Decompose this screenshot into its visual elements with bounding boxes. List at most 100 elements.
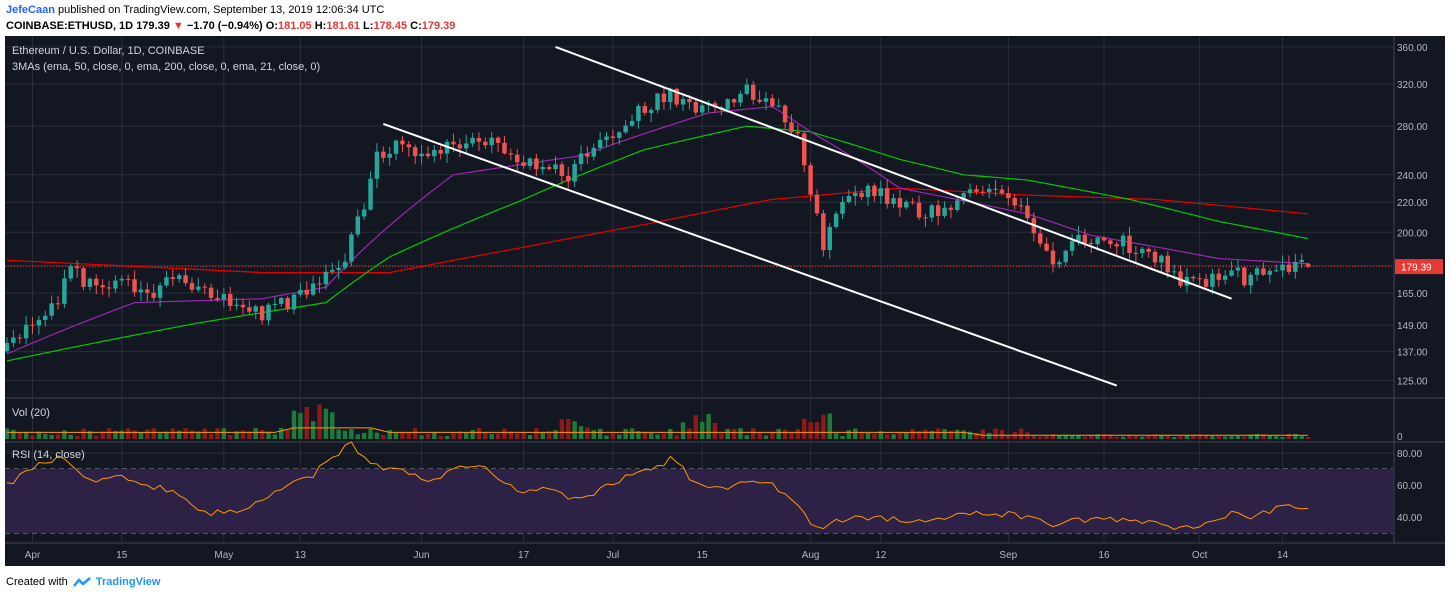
candle-body: [936, 205, 940, 216]
volume-bar: [260, 430, 264, 439]
volume-bar: [426, 434, 430, 439]
publish-line: JefeCaan published on TradingView.com, S…: [6, 4, 384, 16]
candle-body: [1025, 206, 1029, 218]
vol-axis-label: 0: [1397, 432, 1403, 443]
volume-bar: [630, 428, 634, 439]
y-tick-label: 240.00: [1397, 171, 1428, 182]
candle-body: [1012, 198, 1016, 205]
volume-bar: [757, 432, 761, 439]
candle-body: [757, 100, 761, 102]
y-tick-label: 320.00: [1397, 80, 1428, 91]
volume-bar: [674, 436, 678, 439]
volume-bar: [330, 412, 334, 439]
volume-bar: [343, 431, 347, 439]
candle-body: [783, 106, 787, 123]
footer: Created with TradingView: [6, 576, 160, 588]
candle-body: [974, 189, 978, 191]
candle-body: [247, 307, 251, 311]
volume-bar: [745, 435, 749, 439]
candle-body: [1095, 238, 1099, 245]
y-tick-label: 149.00: [1397, 321, 1428, 332]
volume-bar: [158, 433, 162, 439]
candle-body: [687, 99, 691, 102]
rsi-tick-label: 40.00: [1397, 513, 1422, 524]
candle-body: [113, 281, 117, 289]
price-chart[interactable]: Apr 15 May 13 Jun 17 Jul 15 Aug 12 Sep 16 Oct 14 125.0…: [5, 36, 1445, 566]
y-tick-label: 137.00: [1397, 348, 1428, 359]
volume-bar: [400, 432, 404, 439]
candle-body: [260, 306, 264, 320]
candle-body: [898, 198, 902, 207]
volume-bar: [1019, 429, 1023, 439]
candle-body: [407, 144, 411, 147]
candle-body: [1255, 268, 1259, 274]
candle-body: [419, 154, 423, 156]
volume-bar: [1006, 436, 1010, 439]
candle-body: [872, 186, 876, 196]
candle-body: [987, 189, 991, 192]
volume-bar: [719, 434, 723, 439]
symbol-interval: COINBASE:ETHUSD, 1D: [6, 20, 133, 32]
candle-body: [228, 294, 232, 306]
volume-bar: [209, 434, 213, 439]
volume-bar: [438, 436, 442, 439]
mas-title: 3MAs (ema, 50, close, 0, ema, 200, close…: [12, 61, 320, 73]
volume-bar: [687, 428, 691, 439]
x-tick-label: 15: [697, 550, 709, 561]
volume-bar: [228, 435, 232, 439]
volume-bar: [241, 430, 245, 439]
candle-body: [541, 167, 545, 169]
candle-body: [298, 290, 302, 295]
candle-body: [617, 132, 621, 138]
candle-body: [981, 192, 985, 193]
candle-body: [470, 138, 474, 144]
volume-bar: [815, 422, 819, 439]
volume-bar: [1274, 436, 1278, 439]
tradingview-brand-link[interactable]: TradingView: [96, 576, 161, 588]
candle-body: [234, 305, 238, 306]
volume-bar: [910, 429, 914, 439]
candle-body: [1287, 265, 1291, 272]
candle-body: [330, 270, 334, 272]
candle-body: [381, 152, 385, 158]
volume-bar: [69, 435, 73, 439]
candle-body: [305, 290, 309, 295]
candle-body: [968, 189, 972, 193]
candle-body: [438, 150, 442, 154]
candle-body: [1223, 276, 1227, 280]
vol-title: Vol (20): [12, 407, 50, 419]
volume-bar: [847, 430, 851, 439]
candle-body: [745, 85, 749, 94]
candle-body: [1274, 270, 1278, 271]
candle-body: [694, 102, 698, 112]
volume-bar: [126, 429, 130, 439]
y-tick-label: 280.00: [1397, 122, 1428, 133]
volume-bar: [770, 432, 774, 439]
volume-bar: [496, 434, 500, 439]
volume-bar: [604, 435, 608, 439]
published-text: published on TradingView.com, September …: [58, 4, 384, 16]
candle-body: [279, 298, 283, 304]
volume-bar: [1229, 436, 1233, 439]
candle-body: [942, 208, 946, 216]
volume-bar: [292, 411, 296, 439]
x-tick-label: Jun: [413, 550, 429, 561]
candle-body: [451, 142, 455, 145]
x-tick-label: Sep: [999, 550, 1017, 561]
volume-bar: [349, 429, 353, 439]
volume-bar: [432, 432, 436, 439]
candle-body: [917, 203, 921, 218]
volume-bar: [1287, 434, 1291, 439]
symbol-line: COINBASE:ETHUSD, 1D 179.39 ▼ −1.70 (−0.9…: [6, 20, 455, 32]
author-link[interactable]: JefeCaan: [6, 4, 55, 16]
volume-bar: [1038, 437, 1042, 439]
candle-body: [592, 148, 596, 157]
volume-bar: [706, 414, 710, 439]
price-change: −1.70 (−0.94%): [187, 20, 263, 32]
volume-bar: [273, 434, 277, 439]
volume-bar: [317, 405, 321, 439]
volume-bar: [413, 428, 417, 439]
volume-bar: [553, 430, 557, 439]
candle-body: [139, 290, 143, 293]
candle-body: [751, 85, 755, 100]
